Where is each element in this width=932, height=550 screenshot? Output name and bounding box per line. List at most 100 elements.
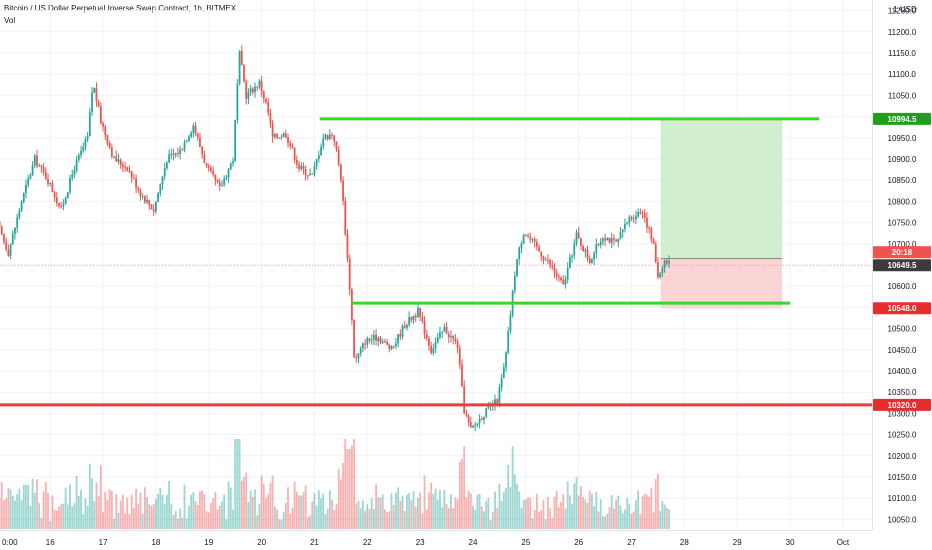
volume-bar (452, 508, 455, 529)
volume-bar (159, 487, 162, 529)
volume-bar (181, 517, 184, 529)
date-tick-label: 30 (786, 538, 795, 547)
volume-bar (445, 503, 448, 529)
volume-bar (562, 494, 565, 529)
volume-bar (568, 495, 571, 529)
date-tick-label: 16 (46, 538, 55, 547)
candle-body (16, 217, 19, 228)
volume-bar (313, 493, 316, 529)
candle-body (575, 232, 578, 244)
candle-body (373, 334, 375, 340)
volume-bar (408, 493, 411, 529)
date-tick-label: 24 (469, 538, 478, 547)
candle-body (234, 119, 237, 162)
candle-body (51, 182, 54, 193)
volume-bar (406, 494, 408, 529)
volume-bar (86, 505, 89, 529)
candle-body (9, 244, 12, 256)
candle-body (166, 162, 168, 169)
volume-bar (348, 449, 351, 529)
volume-bar (262, 483, 265, 529)
candle-body (31, 165, 34, 175)
volume-bar (355, 503, 358, 529)
candle-body (229, 163, 232, 170)
candle-body (27, 178, 30, 185)
candle-body (315, 159, 318, 167)
volume-bar (49, 521, 52, 529)
candle-body (344, 200, 347, 235)
candle-body (584, 249, 587, 252)
volume-bar (22, 484, 25, 529)
candle-body (245, 81, 248, 99)
volume-bar (531, 518, 534, 529)
volume-bar (593, 506, 596, 529)
candle-body (207, 165, 210, 168)
candle-body (370, 339, 373, 341)
candle-body (579, 238, 582, 247)
candle-body (626, 223, 629, 225)
candle-body (425, 334, 428, 339)
candle-body (604, 238, 607, 241)
candle-body (304, 168, 307, 176)
candle-body (5, 241, 8, 250)
volume-bar (524, 499, 527, 529)
candle-body (663, 260, 666, 269)
volume-bar (518, 491, 521, 529)
volume-bar (155, 499, 157, 529)
candle-body (406, 324, 408, 328)
price-tick-label: 10600.0 (888, 282, 917, 291)
support-price-badge-bg (873, 398, 931, 411)
candle-body (635, 216, 637, 220)
candle-body (69, 177, 71, 193)
volume-bar (397, 487, 400, 529)
candle-body (247, 92, 250, 99)
volume-bar (434, 488, 437, 529)
candle-body (278, 137, 281, 139)
candle-body (161, 176, 164, 185)
candle-body (478, 418, 481, 424)
price-tick-label: 10850.0 (888, 176, 917, 185)
candle-body (150, 205, 153, 210)
volume-bar (439, 489, 441, 529)
time-axis[interactable]: 0:00 16 17 18 19 20 21 22 23 24 25 26 27 28 29 30 Oct (0, 530, 932, 550)
volume-bar (276, 509, 278, 529)
candle-body (355, 357, 358, 359)
volume-bar (350, 445, 353, 529)
candle-body (280, 137, 283, 139)
candle-body (306, 175, 309, 177)
candle-body (152, 209, 155, 212)
volume-bar (617, 495, 620, 529)
price-tick-label: 10500.0 (888, 325, 917, 334)
volume-bar (306, 516, 309, 529)
candle-body (520, 243, 523, 248)
volume-bar (166, 494, 168, 529)
volume-bar (91, 478, 93, 529)
candle-body (557, 276, 560, 278)
candle-body (436, 337, 439, 343)
candle-body (591, 259, 593, 263)
volume-bar (478, 493, 481, 529)
candle-body (529, 236, 532, 240)
volume-bar (20, 499, 23, 529)
price-axis[interactable]: 1 USD 10050.0 10100.0 10150.0 10200.0 10250.0… (872, 0, 932, 550)
price-tick-label: 10150.0 (888, 473, 917, 482)
volume-bar (16, 494, 19, 529)
volume-bar (110, 490, 113, 529)
candle-body (40, 165, 43, 167)
level-lines[interactable] (0, 117, 872, 407)
volume-bar (657, 473, 659, 529)
candle-body (610, 238, 613, 243)
volume-bar (505, 488, 507, 529)
volume-bar (5, 498, 8, 529)
candle-body (412, 316, 415, 321)
candle-body (143, 195, 146, 203)
candle-body (461, 364, 463, 387)
volume-bar (324, 513, 327, 529)
volume-bar (132, 507, 135, 529)
candle-body (527, 235, 529, 237)
volume-bar (375, 484, 378, 529)
candle-body (500, 377, 503, 388)
volume-bar (377, 497, 380, 529)
candle-body (80, 150, 82, 156)
